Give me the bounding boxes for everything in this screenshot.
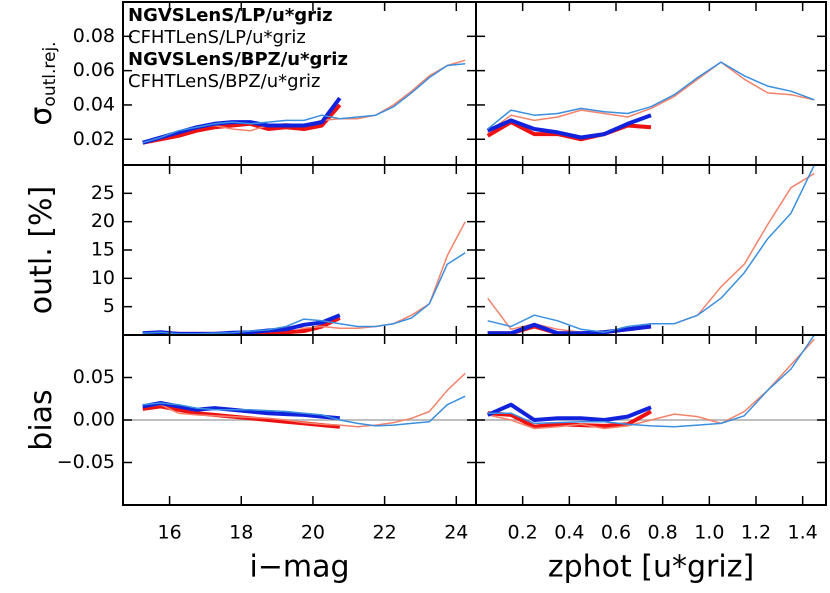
- series-line: [142, 103, 342, 145]
- panel-frame: [475, 164, 827, 336]
- y-tick-label: 0.05: [73, 366, 115, 388]
- series-line: [142, 221, 466, 335]
- y-tick-label: 0.06: [73, 59, 115, 81]
- series-line: [487, 335, 815, 428]
- x-axis-label: zphot [u*griz]: [548, 550, 754, 585]
- y-axis-label-main: bias: [24, 389, 59, 450]
- legend-entry: CFHTLenS/BPZ/u*griz: [128, 71, 320, 92]
- x-axis-label: i−mag: [249, 550, 349, 585]
- x-tick-label: 1.0: [694, 522, 724, 544]
- series-line: [486, 113, 652, 140]
- y-tick-label: 0.04: [73, 93, 115, 115]
- y-axis-label-main: outl. [%]: [24, 186, 59, 314]
- series-line: [142, 395, 466, 427]
- x-tick-label: 0.6: [601, 522, 631, 544]
- series-line: [487, 172, 815, 333]
- panel-frame: [475, 1, 827, 166]
- y-tick-label: 5: [103, 295, 115, 317]
- x-tick-label: 24: [444, 522, 468, 544]
- series-line: [142, 63, 466, 144]
- x-tick-label: 1.4: [788, 522, 818, 544]
- series-line: [487, 165, 815, 333]
- series-line: [142, 372, 466, 428]
- y-tick-label: −0.05: [57, 451, 115, 473]
- x-tick-label: 0.2: [508, 522, 538, 544]
- y-axis-label: bias: [24, 389, 59, 450]
- y-tick-label: 0.00: [73, 409, 115, 431]
- legend-entry: CFHTLenS/LP/u*griz: [128, 27, 306, 48]
- series-line: [487, 61, 815, 130]
- legend-entry: NGVSLenS/BPZ/u*griz: [128, 49, 348, 70]
- x-tick-label: 0.4: [554, 522, 584, 544]
- x-tick-label: 0.8: [648, 522, 678, 544]
- y-tick-label: 25: [91, 182, 115, 204]
- series-line: [142, 252, 466, 335]
- x-tick-label: 18: [229, 522, 253, 544]
- y-tick-label: 10: [91, 267, 115, 289]
- series-line: [142, 401, 340, 421]
- y-tick-label: 0.08: [73, 25, 115, 47]
- series-line: [486, 402, 652, 422]
- series-line: [142, 96, 342, 145]
- y-axis-label-main: σ: [24, 107, 59, 126]
- x-tick-label: 22: [373, 522, 397, 544]
- series-line: [487, 338, 815, 430]
- y-axis-label: σoutl.rej.: [24, 41, 61, 125]
- y-axis-label-sub: outl.rej.: [40, 41, 60, 106]
- y-tick-label: 0.02: [73, 128, 115, 150]
- x-tick-label: 20: [301, 522, 325, 544]
- y-axis-label: outl. [%]: [24, 186, 59, 314]
- series-line: [487, 61, 815, 134]
- y-tick-label: 15: [91, 239, 115, 261]
- x-tick-label: 16: [157, 522, 181, 544]
- x-tick-label: 1.2: [741, 522, 771, 544]
- y-tick-label: 20: [91, 210, 115, 232]
- panel-frame: [475, 334, 827, 506]
- legend-entry: NGVSLenS/LP/u*griz: [128, 5, 333, 26]
